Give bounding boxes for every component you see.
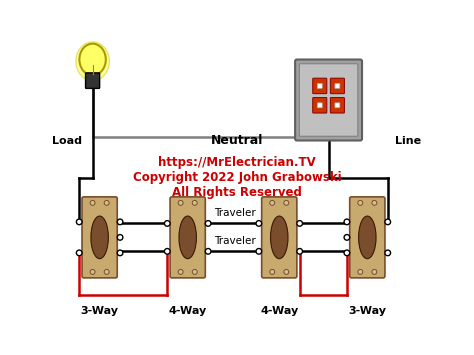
Circle shape (192, 200, 197, 205)
Circle shape (104, 200, 109, 205)
Circle shape (178, 269, 183, 274)
FancyBboxPatch shape (335, 83, 340, 88)
FancyBboxPatch shape (313, 98, 327, 113)
FancyBboxPatch shape (300, 64, 358, 136)
Circle shape (372, 269, 377, 274)
Text: 4-Way: 4-Way (260, 306, 299, 316)
Circle shape (270, 269, 275, 274)
Circle shape (117, 219, 123, 225)
Text: Neutral: Neutral (211, 134, 263, 147)
FancyBboxPatch shape (85, 73, 100, 88)
Circle shape (164, 220, 170, 226)
Circle shape (164, 248, 170, 254)
Circle shape (205, 248, 211, 254)
Circle shape (385, 250, 391, 256)
Circle shape (344, 219, 350, 225)
Circle shape (344, 250, 350, 256)
Circle shape (270, 200, 275, 205)
Circle shape (192, 269, 197, 274)
Text: Traveler: Traveler (214, 208, 256, 218)
Text: https://MrElectrician.TV
Copyright 2022 John Grabowski
All Rights Reserved: https://MrElectrician.TV Copyright 2022 … (133, 156, 341, 199)
Circle shape (344, 235, 350, 240)
FancyBboxPatch shape (330, 98, 345, 113)
FancyBboxPatch shape (262, 197, 297, 278)
Circle shape (385, 219, 391, 225)
Text: 4-Way: 4-Way (169, 306, 207, 316)
Text: 3-Way: 3-Way (348, 306, 386, 316)
Ellipse shape (76, 42, 109, 81)
FancyBboxPatch shape (82, 197, 117, 278)
Circle shape (104, 269, 109, 274)
Text: 3-Way: 3-Way (81, 306, 118, 316)
Circle shape (372, 200, 377, 205)
Circle shape (256, 220, 262, 226)
FancyBboxPatch shape (317, 83, 322, 88)
Circle shape (205, 220, 211, 226)
Circle shape (178, 200, 183, 205)
FancyBboxPatch shape (335, 103, 340, 108)
Circle shape (284, 200, 289, 205)
Circle shape (297, 248, 302, 254)
Circle shape (76, 219, 82, 225)
Circle shape (76, 250, 82, 256)
Ellipse shape (271, 216, 288, 259)
FancyBboxPatch shape (330, 78, 345, 94)
FancyBboxPatch shape (317, 103, 322, 108)
FancyBboxPatch shape (295, 60, 362, 141)
Text: Traveler: Traveler (214, 236, 256, 246)
Ellipse shape (179, 216, 196, 259)
Text: Load: Load (52, 136, 82, 146)
Circle shape (90, 269, 95, 274)
Circle shape (256, 248, 262, 254)
Circle shape (358, 200, 363, 205)
Ellipse shape (359, 216, 376, 259)
Ellipse shape (79, 44, 106, 75)
Circle shape (297, 220, 302, 226)
Circle shape (358, 269, 363, 274)
FancyBboxPatch shape (350, 197, 385, 278)
FancyBboxPatch shape (170, 197, 205, 278)
Circle shape (90, 200, 95, 205)
Text: Line: Line (395, 136, 422, 146)
Circle shape (284, 269, 289, 274)
Circle shape (117, 235, 123, 240)
Circle shape (117, 250, 123, 256)
Ellipse shape (91, 216, 109, 259)
FancyBboxPatch shape (313, 78, 327, 94)
